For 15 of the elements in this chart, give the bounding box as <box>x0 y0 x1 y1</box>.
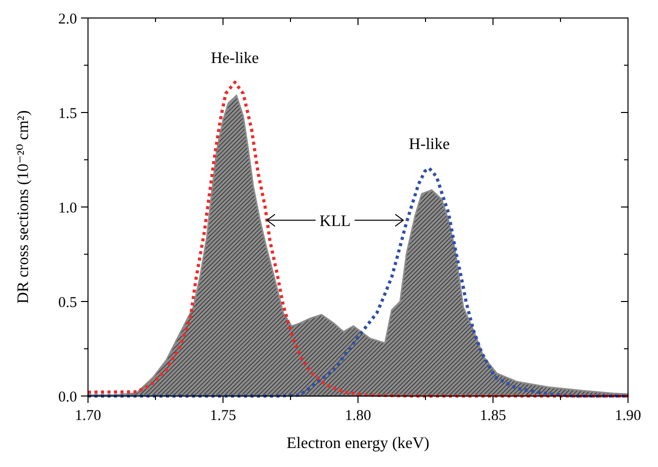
x-tick-label: 1.90 <box>614 408 642 424</box>
x-tick-label: 1.75 <box>210 408 236 424</box>
annotation: He-like <box>210 50 259 67</box>
y-tick-label: 0.5 <box>58 294 77 311</box>
y-axis-title: DR cross sections (10⁻²⁰ cm²) <box>15 110 32 304</box>
y-tick-label: 1.0 <box>58 200 77 216</box>
y-tick-label: 0.0 <box>58 389 77 406</box>
x-tick-label: 1.70 <box>74 408 102 424</box>
annotation: KLL <box>320 212 351 230</box>
y-tick-label: 2.0 <box>58 11 77 28</box>
x-axis-title: Electron energy (keV) <box>286 435 430 452</box>
annotation: H-like <box>408 136 450 153</box>
x-tick-label: 1.80 <box>344 408 372 424</box>
y-tick-label: 1.5 <box>58 106 77 122</box>
x-tick-label: 1.85 <box>480 408 506 424</box>
